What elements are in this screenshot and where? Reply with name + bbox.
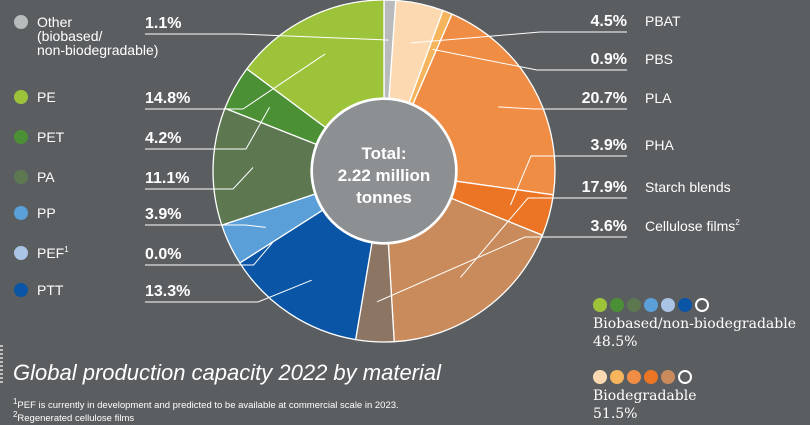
legend-label-pa: PA: [37, 169, 55, 185]
legend-label-pbat: PBAT: [645, 13, 681, 29]
legend-label-other-biobased-non-biodegradable-1: Other: [37, 14, 72, 30]
biodegradable-dot-hollow: [678, 370, 692, 384]
biobased-dot-3: [627, 298, 641, 312]
legend-marker-pa: [14, 170, 28, 184]
legend-label-pha: PHA: [645, 137, 674, 153]
value-label-other-biobased-non-biodegradable: 1.1%: [145, 15, 181, 32]
biodegradable-dot-4: [644, 370, 658, 384]
legend-label-other-biobased-non-biodegradable-2: (biobased/: [37, 28, 102, 44]
biodegradable-dot-3: [627, 370, 641, 384]
legend-marker-pe: [14, 90, 28, 104]
value-label-pbat: 4.5%: [591, 13, 627, 30]
biobased-group-percent: 48.5%: [593, 334, 638, 350]
biobased-group-label: Biobased/non-biodegradable: [593, 316, 796, 332]
legend-label-other-biobased-non-biodegradable-3: non-biodegradable): [37, 42, 158, 58]
leader-line-ptt: [145, 279, 312, 303]
footnote-1-mark: 1: [13, 397, 18, 406]
leader-line-pet: [145, 107, 270, 150]
biobased-dot-hollow: [695, 298, 709, 312]
center-text-2: 2.22 million: [338, 166, 431, 185]
biodegradable-dot-1: [593, 370, 607, 384]
footnote-1-text: PEF is currently in development and pred…: [17, 400, 399, 412]
leader-line-pbat: [411, 31, 627, 44]
legend-marker-pet: [14, 130, 28, 144]
footnote-1: 1PEF is currently in development and pre…: [13, 397, 399, 411]
value-label-pet: 4.2%: [145, 130, 181, 147]
legend-marker-pef: [14, 246, 28, 260]
footnote-2-text: Regenerated cellulose films: [17, 413, 135, 425]
biobased-group-dots: [593, 298, 712, 312]
leader-line-starch-blends: [460, 197, 627, 278]
legend-marker-other-biobased-non-biodegradable: [14, 15, 28, 29]
biobased-dot-4: [644, 298, 658, 312]
legend-label-pla: PLA: [645, 90, 672, 106]
biobased-dot-2: [610, 298, 624, 312]
legend-sup-pef: 1: [64, 245, 69, 254]
biodegradable-group-label: Biodegradable: [593, 388, 697, 404]
legend-label-pe: PE: [37, 89, 56, 105]
side-mark: [0, 345, 3, 385]
leader-line-pp: [145, 224, 266, 228]
legend-label-cellulose-films: Cellulose films2: [645, 218, 740, 234]
leader-line-pha: [510, 155, 627, 206]
legend-marker-ptt: [14, 283, 28, 297]
legend-label-starch-blends: Starch blends: [645, 179, 731, 195]
biodegradable-dot-2: [610, 370, 624, 384]
leader-line-pef: [145, 241, 274, 266]
legend-label-pet: PET: [37, 129, 65, 145]
leader-line-pe: [145, 53, 326, 110]
center-text-3: tonnes: [356, 188, 412, 207]
biobased-dot-5: [661, 298, 675, 312]
chart-title: Global production capacity 2022 by mater…: [13, 360, 442, 385]
donut-center: [311, 98, 457, 244]
biodegradable-dot-5: [661, 370, 675, 384]
value-label-pp: 3.9%: [145, 206, 181, 223]
value-label-pla: 20.7%: [582, 90, 627, 107]
value-label-starch-blends: 17.9%: [582, 179, 627, 196]
biodegradable-group-dots: [593, 370, 695, 384]
biobased-dot-6: [678, 298, 692, 312]
footnote-2-mark: 2: [13, 410, 18, 419]
leader-line-pbs: [432, 48, 627, 71]
legend-sup-cellulose-films: 2: [735, 218, 740, 227]
leader-line-other-biobased-non-biodegradable: [145, 33, 389, 41]
legend-label-pp: PP: [37, 205, 56, 221]
leader-line-cellulose-films: [376, 236, 627, 303]
center-text-1: Total:: [361, 144, 406, 163]
legend-label-ptt: PTT: [37, 282, 64, 298]
value-label-pe: 14.8%: [145, 90, 190, 107]
leader-line-pla: [498, 106, 627, 110]
biobased-dot-1: [593, 298, 607, 312]
footnote-2: 2Regenerated cellulose films: [13, 410, 134, 424]
leader-line-pa: [145, 167, 254, 190]
value-label-cellulose-films: 3.6%: [591, 218, 627, 235]
legend-label-pbs: PBS: [645, 51, 673, 67]
value-label-ptt: 13.3%: [145, 283, 190, 300]
value-label-pbs: 0.9%: [591, 51, 627, 68]
biodegradable-group-percent: 51.5%: [593, 406, 638, 422]
slice-starch-blends: [387, 197, 544, 343]
legend-label-pef: PEF1: [37, 245, 69, 261]
value-label-pef: 0.0%: [145, 246, 181, 263]
legend-marker-pp: [14, 206, 28, 220]
value-label-pa: 11.1%: [145, 170, 189, 187]
value-label-pha: 3.9%: [591, 137, 627, 154]
